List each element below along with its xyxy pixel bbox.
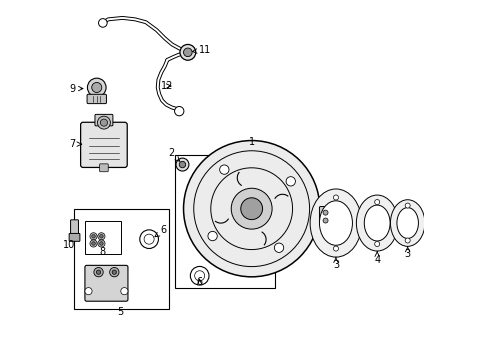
FancyBboxPatch shape — [81, 122, 127, 167]
Circle shape — [92, 82, 102, 93]
Text: 4: 4 — [373, 252, 380, 265]
Circle shape — [333, 195, 338, 200]
Text: 10: 10 — [63, 239, 76, 249]
Circle shape — [183, 48, 192, 57]
Circle shape — [100, 234, 103, 238]
FancyBboxPatch shape — [100, 164, 108, 172]
Text: 12: 12 — [161, 81, 173, 91]
Circle shape — [121, 288, 128, 295]
Circle shape — [183, 140, 319, 277]
FancyBboxPatch shape — [70, 220, 78, 235]
Circle shape — [100, 119, 107, 126]
Circle shape — [112, 270, 116, 274]
Circle shape — [374, 199, 379, 204]
Circle shape — [179, 161, 185, 168]
Text: 3: 3 — [332, 257, 338, 270]
Text: 6: 6 — [155, 225, 166, 237]
Circle shape — [98, 240, 105, 247]
Circle shape — [176, 158, 188, 171]
Bar — [174, 155, 274, 288]
Circle shape — [194, 271, 204, 281]
Circle shape — [92, 234, 95, 238]
Circle shape — [87, 78, 106, 97]
Text: 2: 2 — [167, 148, 179, 161]
Circle shape — [323, 210, 327, 215]
Circle shape — [94, 267, 103, 277]
Ellipse shape — [319, 201, 352, 245]
Circle shape — [98, 233, 105, 240]
Circle shape — [405, 203, 409, 208]
Circle shape — [85, 288, 92, 295]
Circle shape — [90, 240, 97, 247]
FancyBboxPatch shape — [69, 233, 80, 241]
Bar — [85, 221, 121, 253]
Ellipse shape — [364, 205, 389, 241]
Ellipse shape — [356, 195, 397, 251]
Text: 8: 8 — [100, 247, 106, 257]
Text: 11: 11 — [192, 45, 211, 55]
Circle shape — [333, 246, 338, 251]
Circle shape — [174, 107, 183, 116]
Text: 7: 7 — [69, 139, 81, 149]
FancyBboxPatch shape — [95, 114, 113, 126]
Ellipse shape — [396, 208, 418, 238]
Circle shape — [285, 177, 295, 186]
Ellipse shape — [389, 200, 424, 246]
Circle shape — [274, 243, 283, 252]
Circle shape — [374, 242, 379, 247]
Text: 6: 6 — [196, 277, 203, 287]
FancyBboxPatch shape — [87, 94, 106, 104]
Text: 3: 3 — [404, 247, 410, 259]
Circle shape — [219, 165, 228, 174]
Text: 9: 9 — [69, 84, 83, 94]
Circle shape — [97, 116, 110, 129]
Circle shape — [144, 234, 154, 244]
Circle shape — [180, 44, 195, 60]
Circle shape — [109, 267, 119, 277]
Circle shape — [405, 238, 409, 243]
Text: 5: 5 — [118, 307, 123, 317]
Circle shape — [207, 231, 217, 241]
Bar — [74, 209, 169, 309]
Circle shape — [96, 270, 101, 274]
Text: 1: 1 — [248, 138, 254, 147]
Circle shape — [90, 233, 97, 240]
Circle shape — [92, 242, 95, 245]
Circle shape — [240, 198, 262, 220]
FancyBboxPatch shape — [85, 265, 128, 301]
Circle shape — [99, 19, 107, 27]
Circle shape — [323, 218, 327, 223]
Ellipse shape — [309, 189, 361, 257]
Circle shape — [100, 242, 103, 245]
FancyBboxPatch shape — [319, 207, 331, 222]
Circle shape — [231, 188, 271, 229]
